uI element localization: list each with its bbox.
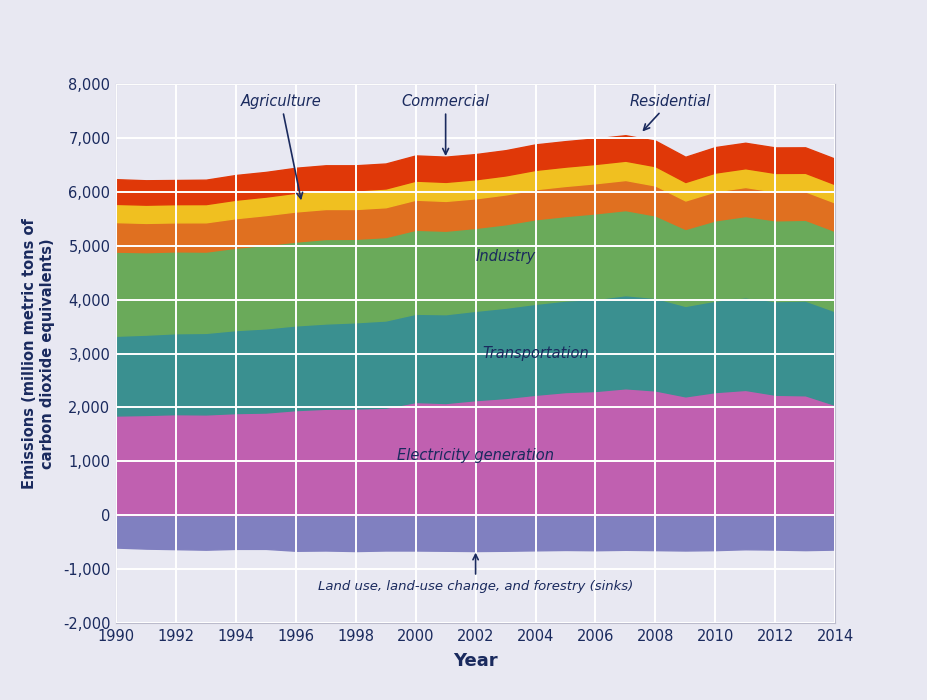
Text: Residential: Residential xyxy=(629,94,710,130)
X-axis label: Year: Year xyxy=(452,652,498,670)
Text: Transportation: Transportation xyxy=(482,346,589,361)
Text: Industry: Industry xyxy=(475,249,535,264)
Text: Electricity generation: Electricity generation xyxy=(397,449,553,463)
Text: Land use, land-use change, and forestry (sinks): Land use, land-use change, and forestry … xyxy=(318,554,632,593)
Y-axis label: Emissions (million metric tons of
carbon dioxide equivalents): Emissions (million metric tons of carbon… xyxy=(22,218,55,489)
Text: Agriculture: Agriculture xyxy=(240,94,321,199)
Text: Commercial: Commercial xyxy=(401,94,489,154)
